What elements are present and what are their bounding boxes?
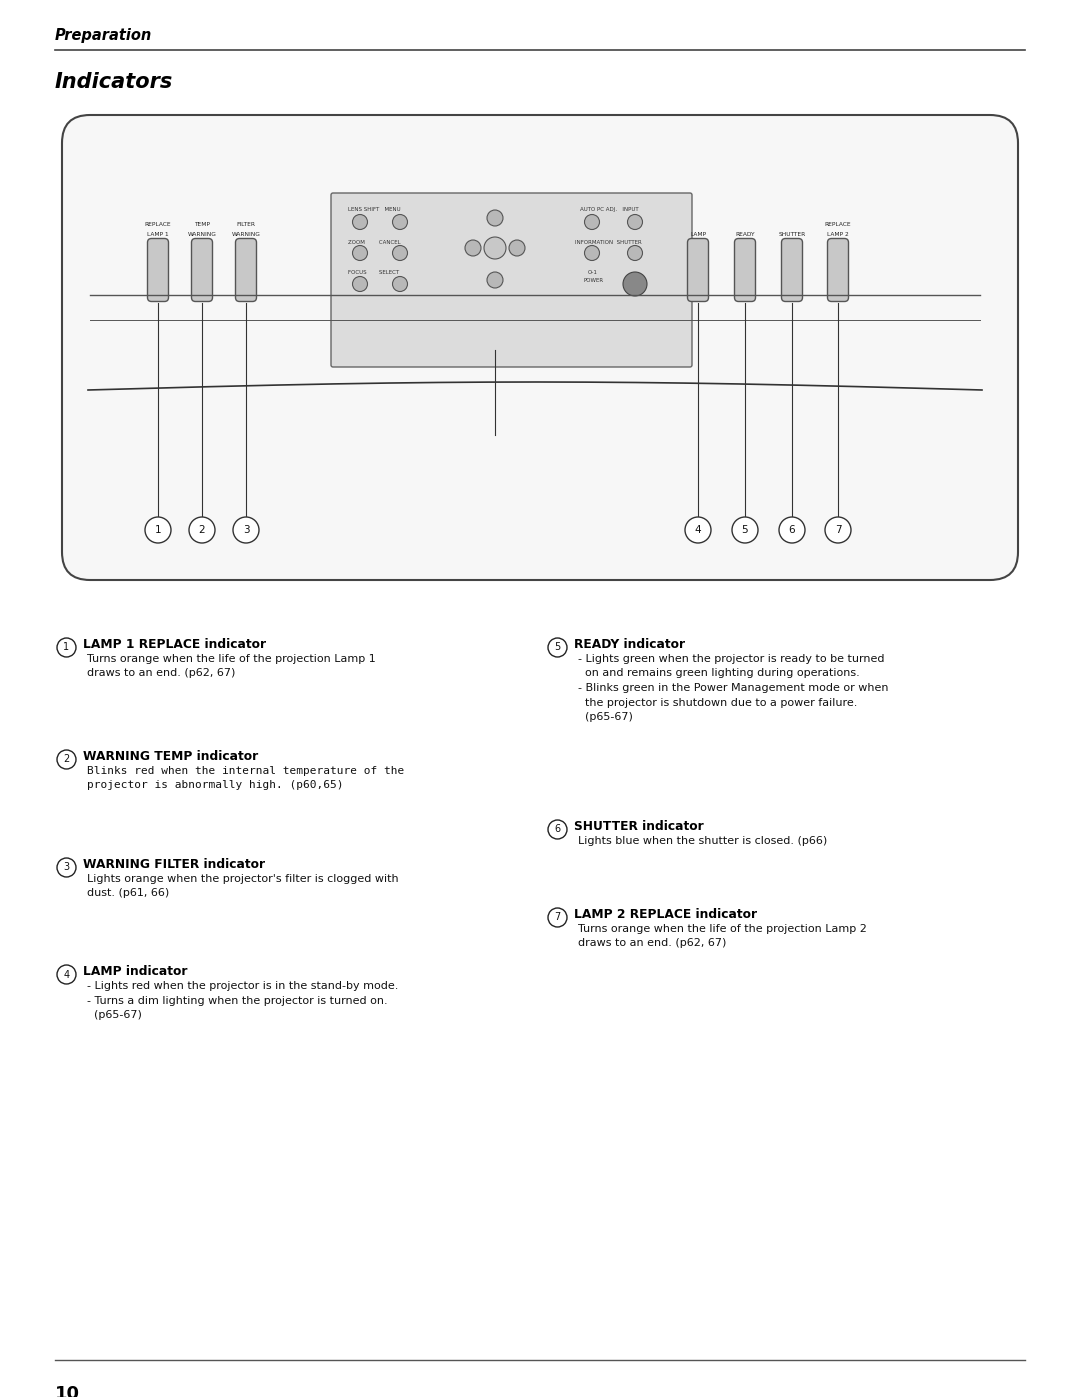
FancyBboxPatch shape (734, 239, 756, 302)
Circle shape (233, 517, 259, 543)
Text: 2: 2 (64, 754, 69, 764)
Text: 1: 1 (154, 525, 161, 535)
Text: 10: 10 (55, 1384, 80, 1397)
Text: LAMP: LAMP (690, 232, 706, 237)
Text: LAMP 1 REPLACE indicator: LAMP 1 REPLACE indicator (83, 638, 266, 651)
Circle shape (57, 750, 76, 768)
Text: LAMP indicator: LAMP indicator (83, 965, 188, 978)
Text: WARNING FILTER indicator: WARNING FILTER indicator (83, 858, 265, 870)
Circle shape (548, 638, 567, 657)
Text: FILTER: FILTER (237, 222, 256, 228)
FancyBboxPatch shape (148, 239, 168, 302)
Text: Turns orange when the life of the projection Lamp 2: Turns orange when the life of the projec… (578, 923, 867, 935)
Circle shape (484, 237, 507, 258)
Text: SHUTTER: SHUTTER (779, 232, 806, 237)
Text: draws to an end. (p62, 67): draws to an end. (p62, 67) (578, 939, 727, 949)
FancyBboxPatch shape (235, 239, 257, 302)
Circle shape (509, 240, 525, 256)
Text: READY indicator: READY indicator (573, 638, 685, 651)
Text: - Turns a dim lighting when the projector is turned on.: - Turns a dim lighting when the projecto… (87, 996, 388, 1006)
Circle shape (57, 638, 76, 657)
Circle shape (487, 210, 503, 226)
Circle shape (392, 246, 407, 260)
Text: 3: 3 (243, 525, 249, 535)
Circle shape (548, 908, 567, 928)
Circle shape (465, 240, 481, 256)
Text: 4: 4 (64, 970, 69, 979)
Circle shape (584, 246, 599, 260)
Text: LAMP 1: LAMP 1 (147, 232, 168, 237)
Circle shape (57, 965, 76, 983)
Circle shape (352, 215, 367, 229)
FancyBboxPatch shape (827, 239, 849, 302)
Circle shape (189, 517, 215, 543)
Text: WARNING: WARNING (231, 232, 260, 237)
Text: READY: READY (735, 232, 755, 237)
Text: WARNING: WARNING (188, 232, 216, 237)
Text: 7: 7 (554, 912, 561, 922)
Circle shape (627, 215, 643, 229)
Circle shape (825, 517, 851, 543)
Circle shape (392, 277, 407, 292)
Circle shape (732, 517, 758, 543)
Circle shape (487, 272, 503, 288)
Circle shape (584, 215, 599, 229)
Circle shape (627, 246, 643, 260)
Text: LENS SHIFT   MENU: LENS SHIFT MENU (348, 207, 401, 212)
Circle shape (392, 215, 407, 229)
Circle shape (145, 517, 171, 543)
Text: LAMP 2: LAMP 2 (827, 232, 849, 237)
Text: POWER: POWER (584, 278, 604, 284)
Circle shape (352, 246, 367, 260)
Circle shape (352, 277, 367, 292)
Text: Lights orange when the projector's filter is clogged with: Lights orange when the projector's filte… (87, 875, 399, 884)
Text: 6: 6 (788, 525, 795, 535)
FancyBboxPatch shape (688, 239, 708, 302)
Text: the projector is shutdown due to a power failure.: the projector is shutdown due to a power… (578, 697, 858, 707)
Text: REPLACE: REPLACE (825, 222, 851, 228)
Text: 5: 5 (742, 525, 748, 535)
Circle shape (623, 272, 647, 296)
Text: draws to an end. (p62, 67): draws to an end. (p62, 67) (87, 669, 235, 679)
Text: 4: 4 (694, 525, 701, 535)
Text: dust. (p61, 66): dust. (p61, 66) (87, 888, 170, 898)
Text: (p65-67): (p65-67) (578, 712, 633, 722)
Text: ZOOM        CANCEL: ZOOM CANCEL (348, 240, 401, 244)
Text: - Lights red when the projector is in the stand-by mode.: - Lights red when the projector is in th… (87, 981, 399, 990)
Text: REPLACE: REPLACE (145, 222, 172, 228)
Text: Blinks red when the internal temperature of the: Blinks red when the internal temperature… (87, 766, 404, 775)
Text: projector is abnormally high. (p60,65): projector is abnormally high. (p60,65) (87, 781, 343, 791)
Text: on and remains green lighting during operations.: on and remains green lighting during ope… (578, 669, 860, 679)
Text: SHUTTER indicator: SHUTTER indicator (573, 820, 704, 833)
FancyBboxPatch shape (330, 193, 692, 367)
Text: - Lights green when the projector is ready to be turned: - Lights green when the projector is rea… (578, 654, 885, 664)
FancyBboxPatch shape (191, 239, 213, 302)
Text: TEMP: TEMP (194, 222, 210, 228)
Text: 2: 2 (199, 525, 205, 535)
FancyBboxPatch shape (782, 239, 802, 302)
Text: Indicators: Indicators (55, 73, 173, 92)
Circle shape (779, 517, 805, 543)
FancyBboxPatch shape (62, 115, 1018, 580)
Text: LAMP 2 REPLACE indicator: LAMP 2 REPLACE indicator (573, 908, 757, 921)
Text: - Blinks green in the Power Management mode or when: - Blinks green in the Power Management m… (578, 683, 889, 693)
Text: Lights blue when the shutter is closed. (p66): Lights blue when the shutter is closed. … (578, 835, 827, 847)
Text: (p65-67): (p65-67) (87, 1010, 141, 1020)
Text: 7: 7 (835, 525, 841, 535)
Text: FOCUS       SELECT: FOCUS SELECT (348, 270, 400, 275)
Text: 3: 3 (64, 862, 69, 873)
Circle shape (685, 517, 711, 543)
Text: INFORMATION  SHUTTER: INFORMATION SHUTTER (575, 240, 642, 244)
Text: 1: 1 (64, 643, 69, 652)
Text: O-1: O-1 (588, 270, 598, 275)
Text: Turns orange when the life of the projection Lamp 1: Turns orange when the life of the projec… (87, 654, 376, 664)
Text: Preparation: Preparation (55, 28, 152, 43)
Circle shape (548, 820, 567, 840)
Text: AUTO PC ADJ.   INPUT: AUTO PC ADJ. INPUT (580, 207, 638, 212)
Text: 5: 5 (554, 643, 561, 652)
Text: 6: 6 (554, 824, 561, 834)
Circle shape (57, 858, 76, 877)
Text: WARNING TEMP indicator: WARNING TEMP indicator (83, 750, 258, 763)
